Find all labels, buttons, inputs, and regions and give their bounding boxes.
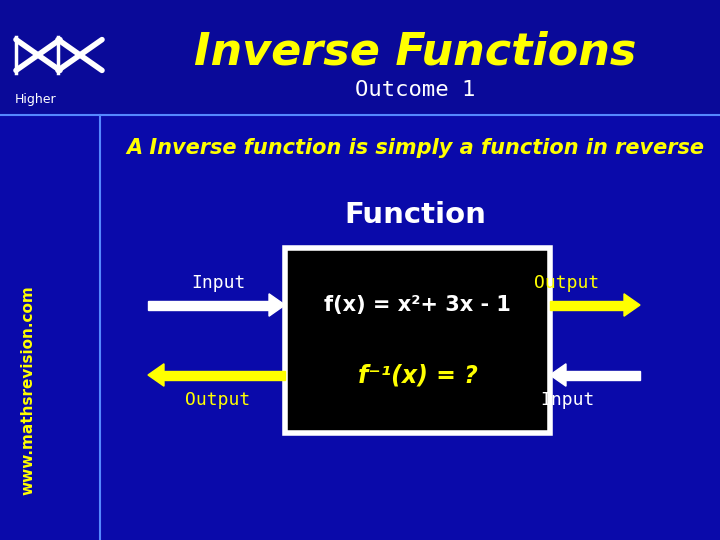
- Text: f(x) = x²+ 3x - 1: f(x) = x²+ 3x - 1: [324, 295, 511, 315]
- Bar: [0, 0, 720, 115]
- Bar: [550, 300, 624, 309]
- Text: Higher: Higher: [15, 93, 57, 106]
- Bar: [164, 370, 285, 380]
- Text: Outcome 1: Outcome 1: [355, 80, 475, 100]
- Polygon shape: [269, 294, 285, 316]
- Bar: [0, 115, 720, 540]
- Polygon shape: [550, 364, 566, 386]
- Text: Function: Function: [344, 201, 486, 229]
- Text: Output: Output: [185, 391, 251, 409]
- Text: Input: Input: [191, 274, 246, 292]
- Bar: [566, 370, 640, 380]
- Text: Inverse Functions: Inverse Functions: [194, 30, 636, 73]
- Bar: [148, 300, 269, 309]
- Text: Input: Input: [540, 391, 594, 409]
- FancyBboxPatch shape: [285, 248, 550, 433]
- Text: f⁻¹(x) = ?: f⁻¹(x) = ?: [358, 363, 477, 387]
- Polygon shape: [624, 294, 640, 316]
- Text: www.mathsrevision.com: www.mathsrevision.com: [20, 285, 35, 495]
- Polygon shape: [148, 364, 164, 386]
- Text: A Inverse function is simply a function in reverse: A Inverse function is simply a function …: [126, 138, 704, 158]
- Text: Output: Output: [534, 274, 600, 292]
